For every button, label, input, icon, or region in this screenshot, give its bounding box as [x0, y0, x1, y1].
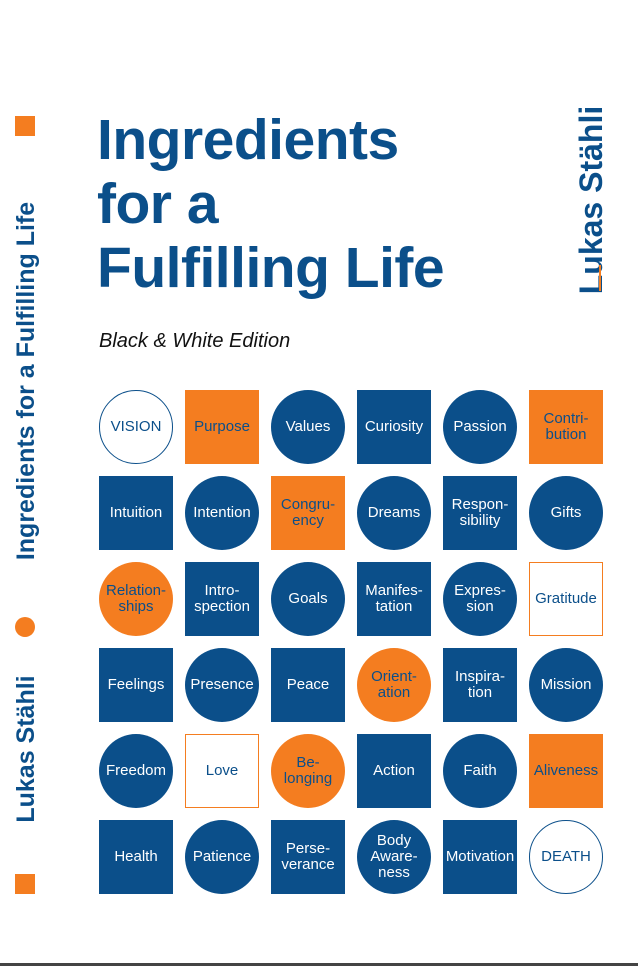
tile-congruency: Congru- ency — [271, 476, 345, 550]
book-title-line-1: Ingredients — [97, 108, 399, 172]
tile-dreams: Dreams — [357, 476, 431, 550]
tile-gifts: Gifts — [529, 476, 603, 550]
ingredients-grid: VISION Purpose Values Curiosity Passion Contr… — [99, 390, 603, 894]
tile-mission: Mission — [529, 648, 603, 722]
tile-curiosity: Curiosity — [357, 390, 431, 464]
tile-relationships: Relation- ships — [99, 562, 173, 636]
tile-presence: Presence — [185, 648, 259, 722]
bottom-border — [0, 963, 638, 966]
tile-expression: Expres- sion — [443, 562, 517, 636]
tile-orientation: Orient- ation — [357, 648, 431, 722]
tile-patience: Patience — [185, 820, 259, 894]
cover-author: Lukas Stähli — [573, 105, 609, 295]
spine-top-square — [15, 116, 35, 136]
tile-bodyawareness: Body Aware- ness — [357, 820, 431, 894]
tile-purpose: Purpose — [185, 390, 259, 464]
tile-love: Love — [185, 734, 259, 808]
tile-introspection: Intro- spection — [185, 562, 259, 636]
edition-subtitle: Black & White Edition — [99, 330, 291, 352]
tile-responsibility: Respon- sibility — [443, 476, 517, 550]
spine-author: Lukas Stähli — [12, 675, 40, 823]
tile-manifestation: Manifes- tation — [357, 562, 431, 636]
tile-gratitude: Gratitude — [529, 562, 603, 636]
tile-aliveness: Aliveness — [529, 734, 603, 808]
tile-intuition: Intuition — [99, 476, 173, 550]
tile-contribution: Contri- bution — [529, 390, 603, 464]
tile-belonging: Be- longing — [271, 734, 345, 808]
tile-freedom: Freedom — [99, 734, 173, 808]
tile-peace: Peace — [271, 648, 345, 722]
book-title-line-3: Fulfilling Life — [97, 236, 445, 300]
tile-goals: Goals — [271, 562, 345, 636]
spine-dot — [15, 617, 35, 637]
tile-health: Health — [99, 820, 173, 894]
tile-feelings: Feelings — [99, 648, 173, 722]
author-accent-line — [599, 265, 601, 291]
tile-faith: Faith — [443, 734, 517, 808]
spine-title: Ingredients for a Fulfilling Life — [12, 201, 40, 561]
tile-death: DEATH — [529, 820, 603, 894]
tile-action: Action — [357, 734, 431, 808]
tile-motivation: Motivation — [443, 820, 517, 894]
tile-values: Values — [271, 390, 345, 464]
tile-inspiration: Inspira- tion — [443, 648, 517, 722]
spine-bottom-square — [15, 874, 35, 894]
tile-passion: Passion — [443, 390, 517, 464]
tile-vision: VISION — [99, 390, 173, 464]
tile-perseverance: Perse- verance — [271, 820, 345, 894]
book-title: Ingredients for a Fulfilling Life — [97, 108, 445, 300]
book-title-line-2: for a — [97, 172, 219, 236]
tile-intention: Intention — [185, 476, 259, 550]
